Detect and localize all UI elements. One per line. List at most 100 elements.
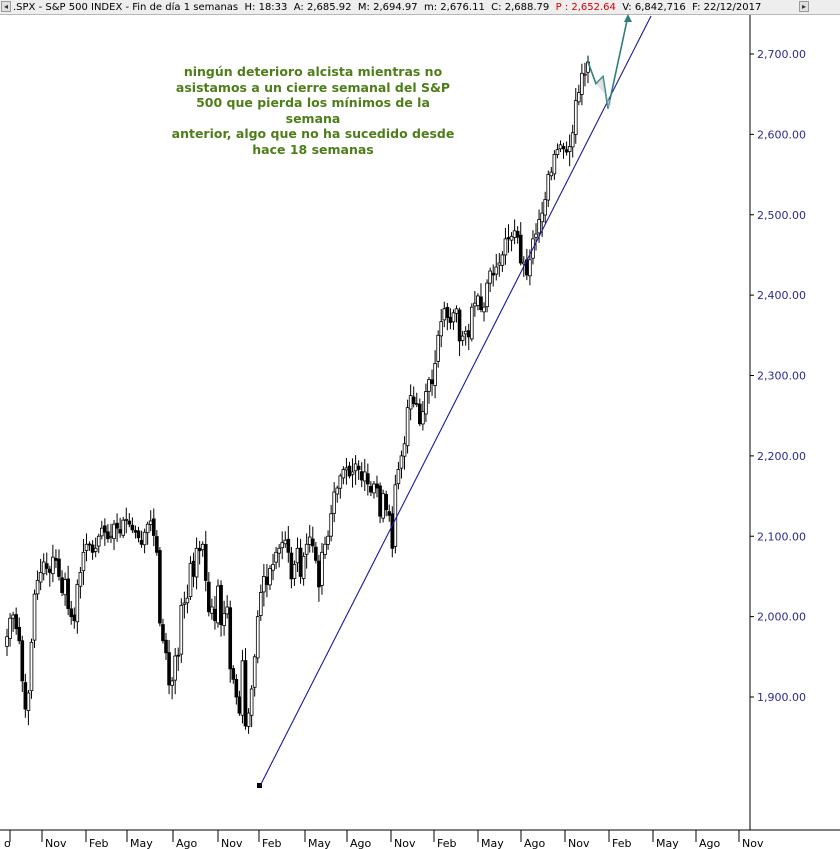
time-tick-label: Ago <box>176 837 198 849</box>
candle <box>246 708 251 734</box>
candle-body <box>103 525 107 533</box>
high-value: 2,694.97 <box>373 2 418 13</box>
candle-body <box>286 538 291 553</box>
price-axis: 1,900.00 2,000.00 2,100.00 2,200.00 2,300.00… <box>750 48 806 704</box>
candle <box>509 232 514 252</box>
candle-body <box>485 282 489 308</box>
candle <box>280 531 285 560</box>
candle-body <box>430 379 434 384</box>
candle-body <box>259 592 263 616</box>
candle <box>405 399 410 454</box>
candle-body <box>161 624 165 642</box>
candle-body <box>170 680 174 686</box>
candle <box>335 485 340 503</box>
candle-body <box>243 660 248 727</box>
date-value: 22/12/2017 <box>703 2 762 13</box>
candle-body <box>494 266 499 275</box>
candles <box>5 55 590 788</box>
candle-body <box>577 92 581 103</box>
candle <box>151 508 156 547</box>
candle-body <box>274 551 278 563</box>
scroll-left-button[interactable]: ◂ <box>1 1 11 12</box>
price-tick-label: 2,300.00 <box>757 370 806 383</box>
candle <box>518 222 523 266</box>
candle <box>286 526 291 563</box>
price-tick-label: 2,000.00 <box>757 611 806 624</box>
candle <box>66 565 70 616</box>
volume-value: 6,842,716 <box>634 2 686 13</box>
candle-body <box>66 578 70 609</box>
candle-body <box>500 254 505 266</box>
candle-body <box>362 471 367 482</box>
time-tick-label: Feb <box>262 837 281 849</box>
candle-body <box>142 531 147 546</box>
time-tick-label: Nov <box>45 837 67 849</box>
candle-body <box>130 524 135 531</box>
candle-body <box>372 483 376 494</box>
annotation-line: ningún deterioro alcista mientras no <box>183 64 443 79</box>
candle <box>320 543 324 595</box>
annotation-line: asistamos a un cierre semanal del S&P <box>175 79 451 95</box>
candle-body <box>75 584 80 623</box>
candle-body <box>197 547 202 552</box>
candle-body <box>469 306 474 340</box>
candle <box>427 376 431 404</box>
candle <box>26 690 31 726</box>
candle <box>515 226 520 244</box>
candle-body <box>332 491 336 514</box>
candle-body <box>528 259 532 277</box>
candle <box>402 436 407 470</box>
candle <box>179 598 184 663</box>
candle-body <box>387 511 392 516</box>
candle <box>543 191 547 224</box>
candle-body <box>540 212 544 223</box>
candle <box>167 639 171 695</box>
candle-body <box>347 465 352 477</box>
candle-body <box>564 149 569 153</box>
candle-body <box>60 577 64 593</box>
candle-body <box>326 535 330 545</box>
candle-body <box>136 530 141 539</box>
candle <box>255 610 260 664</box>
candle-body <box>84 543 89 551</box>
candle <box>421 401 425 431</box>
candle-body <box>402 443 407 457</box>
candle-body <box>393 484 398 547</box>
candle-body <box>549 171 554 177</box>
scroll-right-button[interactable]: ▸ <box>799 1 809 12</box>
candle-body <box>148 520 153 525</box>
candle <box>323 536 327 559</box>
candle <box>69 600 74 625</box>
candle-body <box>93 547 98 552</box>
candle-body <box>344 467 349 471</box>
candle-body <box>411 396 416 405</box>
candle <box>301 552 306 586</box>
candle-body <box>127 520 132 525</box>
candle <box>326 530 330 550</box>
candle <box>84 533 89 562</box>
candle-body <box>399 455 404 469</box>
candle <box>573 87 578 144</box>
candle <box>164 632 168 661</box>
candle-body <box>375 483 379 489</box>
candle-body <box>179 604 184 655</box>
candle-body <box>460 335 465 341</box>
candle-body <box>436 334 440 362</box>
candle-body <box>573 100 578 135</box>
candle <box>14 607 18 635</box>
candle <box>38 558 43 591</box>
candle <box>393 474 398 554</box>
candle <box>332 482 336 523</box>
candle-body <box>90 544 95 553</box>
candle <box>350 458 355 488</box>
candle <box>384 490 388 517</box>
candle-body <box>317 560 321 588</box>
candle-body <box>167 652 171 686</box>
candle <box>103 518 107 546</box>
candle <box>451 309 456 330</box>
candle-body <box>497 262 502 266</box>
candle <box>231 665 236 684</box>
candle <box>304 533 309 569</box>
candle <box>155 530 159 556</box>
